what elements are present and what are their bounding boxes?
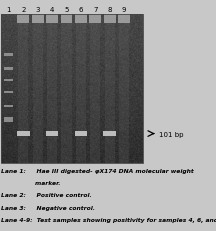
- Text: Lane 4-9:  Test samples showing positivity for samples 4, 6, and 8.: Lane 4-9: Test samples showing positivit…: [1, 217, 216, 222]
- Bar: [4, 118, 13, 123]
- Text: 6: 6: [79, 7, 83, 13]
- Bar: [76, 24, 86, 163]
- Bar: [46, 15, 58, 24]
- Bar: [17, 131, 30, 137]
- Bar: [89, 15, 101, 24]
- Bar: [1, 15, 143, 163]
- Text: 5: 5: [64, 7, 69, 13]
- Bar: [4, 54, 13, 57]
- Bar: [104, 15, 116, 24]
- Bar: [119, 24, 129, 163]
- Text: 1: 1: [6, 7, 10, 13]
- Text: 4: 4: [50, 7, 54, 13]
- Bar: [118, 15, 130, 24]
- Text: Lane 3:     Negative control.: Lane 3: Negative control.: [1, 205, 95, 210]
- Bar: [47, 24, 57, 163]
- Bar: [4, 105, 13, 107]
- Bar: [4, 80, 13, 82]
- Bar: [18, 24, 29, 163]
- Bar: [90, 24, 100, 163]
- Bar: [61, 24, 71, 163]
- Bar: [4, 91, 13, 94]
- Bar: [46, 131, 58, 137]
- Text: 9: 9: [122, 7, 126, 13]
- Bar: [105, 24, 115, 163]
- Bar: [4, 68, 13, 70]
- Bar: [103, 131, 116, 137]
- Bar: [60, 15, 72, 24]
- Text: Lane 1:     Hae III digested- φX174 DNA molecular weight: Lane 1: Hae III digested- φX174 DNA mole…: [1, 169, 194, 174]
- Bar: [75, 131, 87, 137]
- Bar: [32, 15, 43, 24]
- Text: 3: 3: [35, 7, 40, 13]
- Bar: [32, 24, 43, 163]
- Text: 2: 2: [21, 7, 25, 13]
- Text: 7: 7: [93, 7, 97, 13]
- Text: Lane 2:     Positive control.: Lane 2: Positive control.: [1, 193, 92, 198]
- Text: 8: 8: [108, 7, 112, 13]
- Text: 101 bp: 101 bp: [159, 131, 183, 137]
- Text: marker.: marker.: [1, 181, 60, 186]
- Bar: [17, 15, 29, 24]
- Bar: [75, 15, 87, 24]
